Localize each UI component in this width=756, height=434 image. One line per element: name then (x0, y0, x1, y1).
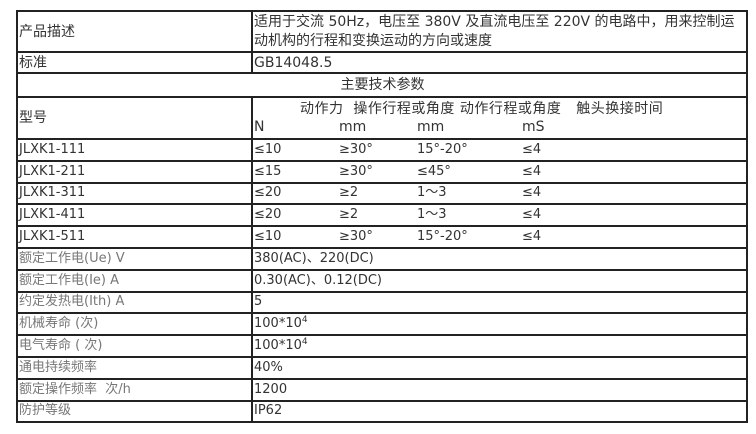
model-value: ≤4 (522, 229, 542, 245)
table-row: JLXK1-111 ≤10 ≥30° 15°-20° ≤4 (16, 138, 748, 162)
model-header-params: 动作力 操作行程或角度 动作行程或角度 触头换接时间 N mm mm mS (251, 96, 748, 140)
model-values: ≤10 ≥30° 15°-20° ≤4 (254, 228, 745, 246)
model-value: ≥2 (339, 185, 359, 201)
row-section-title: 主要技术参数 (16, 72, 748, 98)
model-name: JLXK1-411 (16, 203, 253, 228)
table-row: JLXK1-311 ≤20 ≥2 1～3 ≤4 (16, 181, 748, 206)
spec-label: 防护等级 (16, 399, 253, 424)
row-model-header: 型号 动作力 操作行程或角度 动作行程或角度 触头换接时间 N mm mm mS (16, 96, 748, 140)
model-value: ≤4 (522, 185, 542, 201)
spec-label: 额定工作电(Ue) V (16, 246, 253, 271)
model-value: ≤45° (417, 163, 451, 179)
table-row: 通电持续频率 40% (16, 355, 748, 380)
spec-value-text: 40% (254, 359, 283, 375)
model-header-label: 型号 (16, 96, 253, 140)
spec-label: 通电持续频率 (16, 355, 253, 380)
table-row: JLXK1-211 ≤15 ≥30° ≤45° ≤4 (16, 159, 748, 184)
table-row: 防护等级 IP62 (16, 399, 748, 424)
spec-value: 40% (251, 355, 748, 380)
table-row: 电气寿命 ( 次) 100*104 (16, 334, 748, 358)
model-name: JLXK1-311 (16, 181, 253, 206)
model-values: ≤20 ≥2 1～3 ≤4 (254, 185, 745, 203)
spec-value: IP62 (251, 399, 748, 424)
param-names: 动作力 操作行程或角度 动作行程或角度 触头换接时间 (300, 101, 664, 117)
param-units: N mm mm mS (254, 118, 745, 136)
standard-label: 标准 (16, 51, 253, 74)
unit: mm (417, 119, 445, 135)
model-values: ≤20 ≥2 1～3 ≤4 (254, 206, 745, 224)
unit: mS (522, 119, 545, 135)
model-value: ≤20 (254, 185, 282, 201)
unit: mm (339, 119, 367, 135)
model-value: ≤4 (522, 163, 542, 179)
model-value: ≤10 (254, 141, 282, 157)
table-row: 额定工作电(Ue) V 380(AC)、220(DC) (16, 246, 748, 271)
description-label: 产品描述 (16, 10, 253, 53)
spec-value: 5 (251, 290, 748, 315)
model-value: ≤4 (522, 141, 542, 157)
model-value: ≥2 (339, 207, 359, 223)
model-value: ≤20 (254, 207, 282, 223)
spec-label: 约定发热电(Ith) A (16, 290, 253, 315)
spec-value-text: 0.30(AC)、0.12(DC) (254, 272, 383, 288)
model-name: JLXK1-511 (16, 225, 253, 249)
model-value: ≥30° (339, 229, 373, 245)
row-standard: 标准 GB14048.5 (16, 51, 748, 74)
standard-value: GB14048.5 (251, 51, 748, 74)
table-row: JLXK1-511 ≤10 ≥30° 15°-20° ≤4 (16, 225, 748, 249)
spec-table: 产品描述 适用于交流 50Hz，电压至 380V 及直流电压至 220V 的电路… (16, 10, 748, 424)
model-name: JLXK1-211 (16, 159, 253, 184)
table-row: JLXK1-411 ≤20 ≥2 1～3 ≤4 (16, 203, 748, 228)
spec-value: 380(AC)、220(DC) (251, 246, 748, 271)
spec-value: 1200 (251, 377, 748, 402)
unit: N (254, 119, 265, 135)
spec-value: 100*104 (251, 334, 748, 358)
model-value: ≤15 (254, 163, 282, 179)
model-value: ≤10 (254, 229, 282, 245)
model-value: 1～3 (417, 207, 447, 223)
spec-label: 电气寿命 ( 次) (16, 334, 253, 358)
table-row: 额定操作频率 次/h 1200 (16, 377, 748, 402)
spec-value-text: 100*10 (254, 316, 302, 332)
spec-label: 额定工作电(Ie) A (16, 268, 253, 293)
spec-value-text: 100*10 (254, 338, 302, 354)
table-row: 机械寿命 (次) 100*104 (16, 312, 748, 337)
model-value: 1～3 (417, 185, 447, 201)
spec-value: 100*104 (251, 312, 748, 337)
spec-value-text: 1200 (254, 381, 288, 397)
model-values: ≤15 ≥30° ≤45° ≤4 (254, 163, 745, 181)
model-value: ≤4 (522, 207, 542, 223)
model-value: ≥30° (339, 141, 373, 157)
model-value: ≥30° (339, 163, 373, 179)
spec-value-text: IP62 (254, 403, 283, 419)
row-description: 产品描述 适用于交流 50Hz，电压至 380V 及直流电压至 220V 的电路… (16, 10, 748, 53)
spec-value: 0.30(AC)、0.12(DC) (251, 268, 748, 293)
spec-exponent: 4 (301, 337, 308, 348)
spec-exponent: 4 (301, 315, 308, 326)
section-title: 主要技术参数 (16, 72, 748, 98)
spec-value-text: 380(AC)、220(DC) (254, 250, 374, 266)
spec-label: 额定操作频率 次/h (16, 377, 253, 402)
description-value: 适用于交流 50Hz，电压至 380V 及直流电压至 220V 的电路中，用来控… (251, 10, 748, 53)
model-values: ≤10 ≥30° 15°-20° ≤4 (254, 141, 745, 159)
table-row: 额定工作电(Ie) A 0.30(AC)、0.12(DC) (16, 268, 748, 293)
spec-label: 机械寿命 (次) (16, 312, 253, 337)
spec-value-text: 5 (254, 294, 263, 310)
model-name: JLXK1-111 (16, 138, 253, 162)
model-value: 15°-20° (417, 141, 468, 157)
model-value: 15°-20° (417, 229, 468, 245)
